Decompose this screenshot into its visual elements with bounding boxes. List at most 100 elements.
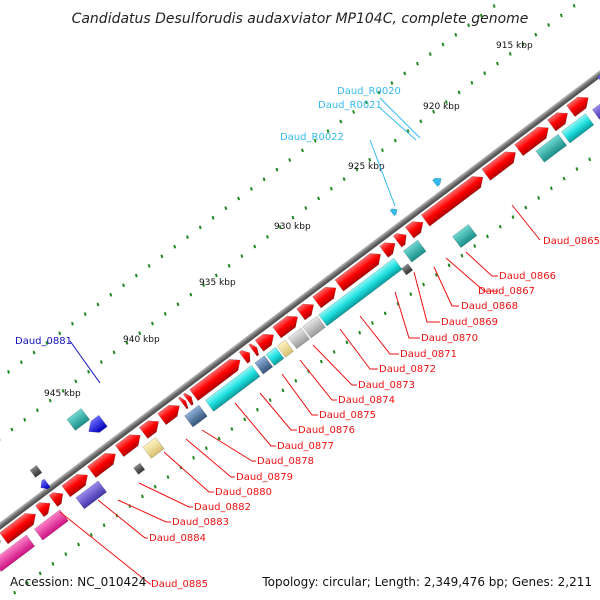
- inner-tick-39: [498, 224, 502, 229]
- far-tick-13: [58, 331, 62, 336]
- cds-forward-22: [61, 474, 88, 498]
- cog-box-13: [33, 509, 69, 541]
- cds-forward-15: [189, 359, 241, 401]
- cds-dark-1: [401, 263, 414, 276]
- inner-tick-44: [562, 176, 566, 181]
- leader-daud-0872: [339, 328, 378, 370]
- tick-label-920: 920 kbp: [423, 102, 460, 112]
- far-tick-40: [403, 71, 407, 76]
- outer-tick-7: [10, 427, 14, 432]
- tick-label-940: 940 kbp: [123, 335, 160, 345]
- far-tick-41: [416, 61, 419, 66]
- leader-daud-0881: [69, 340, 101, 384]
- cds-forward-10: [296, 303, 314, 321]
- leader-daud-0882: [138, 482, 193, 508]
- label-daud-0882: Daud_0882: [194, 502, 251, 513]
- inner-tick-23: [294, 378, 298, 383]
- inner-tick-15: [192, 455, 195, 460]
- inner-tick-16: [204, 446, 208, 451]
- outer-tick-16: [125, 340, 129, 345]
- cds-forward-2: [514, 126, 549, 157]
- inner-tick-42: [537, 196, 541, 200]
- inner-tick-46: [588, 157, 592, 162]
- far-tick-39: [390, 81, 394, 85]
- cog-box-11: [142, 437, 165, 459]
- cds-forward-14: [238, 349, 251, 364]
- outer-tick-36: [381, 148, 384, 153]
- blue-labels: Daud_0881: [15, 336, 72, 347]
- outer-tick-26: [253, 244, 257, 249]
- cog-box-2: [402, 239, 427, 263]
- cds-forward-18: [157, 404, 180, 426]
- inner-tick-3: [38, 571, 42, 576]
- cog-box-10: [184, 404, 208, 428]
- inner-tick-32: [409, 292, 413, 297]
- inner-tick-20: [256, 407, 259, 412]
- leader-daud-0873: [312, 344, 357, 386]
- outer-tick-29: [291, 215, 295, 220]
- far-tick-17: [109, 292, 113, 297]
- far-tick-24: [198, 225, 202, 230]
- cds-forward-8: [334, 253, 381, 292]
- cog-box-1: [535, 133, 567, 163]
- cds-forward-3: [481, 151, 516, 181]
- inner-tick-17: [217, 436, 221, 441]
- outer-tick-32: [329, 186, 333, 191]
- cds-forward-17: [178, 396, 189, 410]
- far-tick-31: [288, 158, 292, 162]
- inner-tick-12: [153, 484, 157, 489]
- leader-daud-r0020: [379, 97, 421, 139]
- label-daud-0877: Daud_0877: [277, 441, 334, 452]
- far-tick-33: [313, 138, 317, 143]
- inner-tick-25: [319, 359, 323, 364]
- far-tick-23: [186, 235, 189, 239]
- outer-tick-43: [470, 80, 474, 85]
- leader-daud-0865: [511, 204, 541, 241]
- far-tick-27: [237, 196, 241, 201]
- cds-forward-21: [87, 452, 116, 479]
- far-tick-12: [45, 341, 49, 345]
- outer-tick-40: [432, 109, 436, 114]
- outer-tick-22: [202, 283, 205, 287]
- far-tick-14: [71, 321, 74, 326]
- cds-forward-11: [272, 315, 298, 339]
- label-daud-0885: Daud_0885: [151, 579, 208, 590]
- far-tick-37: [364, 100, 368, 105]
- inner-tick-7: [89, 533, 93, 537]
- outer-tick-48: [534, 32, 538, 37]
- inner-tick-6: [77, 542, 80, 547]
- inner-tick-36: [460, 253, 464, 258]
- leader-daud-0870: [394, 291, 420, 339]
- outer-tick-37: [393, 138, 397, 143]
- inner-tick-34: [434, 273, 438, 277]
- label-leader-lines: [59, 97, 541, 585]
- far-tick-21: [160, 254, 164, 259]
- far-tick-10: [19, 360, 23, 365]
- outer-tick-23: [214, 273, 218, 278]
- inner-tick-19: [243, 417, 247, 422]
- far-tick-18: [122, 283, 125, 288]
- leader-daud-0867: [445, 257, 498, 292]
- outer-tick-30: [304, 206, 308, 210]
- tick-label-935: 935 kbp: [199, 278, 236, 288]
- far-tick-29: [262, 177, 266, 182]
- cds-forward-4: [420, 176, 484, 227]
- leader-daud-0868: [433, 266, 459, 307]
- label-daud-0883: Daud_0883: [172, 517, 229, 528]
- far-tick-30: [275, 167, 279, 172]
- cog-box-14: [0, 534, 36, 572]
- outer-tick-34: [355, 167, 359, 172]
- topology-text: Topology: circular; Length: 2,349,476 bp…: [261, 575, 592, 589]
- cds-forward-12: [254, 333, 274, 352]
- outer-tick-21: [189, 292, 193, 297]
- far-tick-35: [339, 119, 343, 124]
- far-tick-20: [147, 264, 151, 268]
- outer-tick-28: [278, 225, 282, 230]
- outer-tick-45: [496, 61, 499, 66]
- far-tick-28: [249, 187, 253, 191]
- far-tick-26: [224, 206, 228, 211]
- leader-daud-0866: [465, 251, 498, 277]
- outer-tick-25: [240, 254, 244, 258]
